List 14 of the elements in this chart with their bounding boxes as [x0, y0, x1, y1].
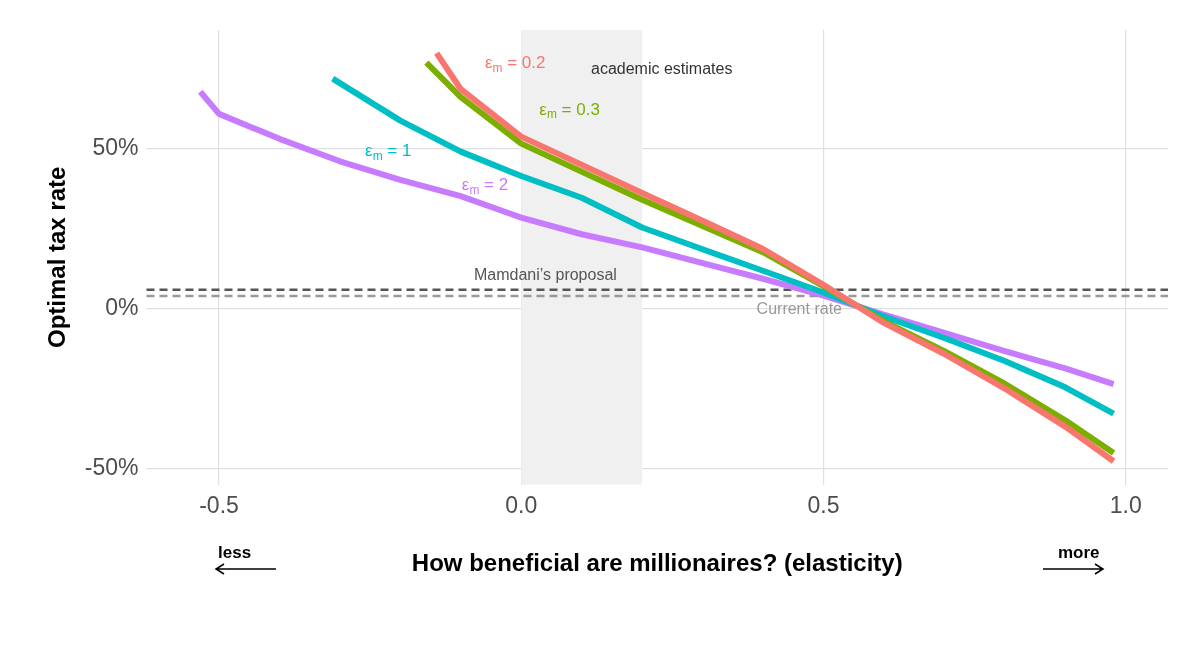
y-tick-label: -50%: [84, 453, 139, 480]
x-tick-label: 0.5: [807, 491, 840, 518]
x-tick-label: 1.0: [1109, 491, 1142, 518]
y-axis-title: Optimal tax rate: [43, 166, 71, 348]
y-tick-label: 50%: [92, 133, 139, 160]
text: more: [1058, 543, 1100, 563]
x-tick-label: 0.0: [505, 491, 538, 518]
text: less: [218, 543, 252, 563]
band-label: academic estimates: [591, 60, 733, 78]
x-axis-title: How beneficial are millionaires? (elasticity): [411, 549, 903, 577]
ref-line-label: Mamdani’s proposal: [473, 266, 617, 284]
ref-line-label: Current rate: [756, 300, 843, 318]
x-tick-label: -0.5: [199, 491, 239, 518]
y-tick-label: 0%: [105, 293, 139, 320]
